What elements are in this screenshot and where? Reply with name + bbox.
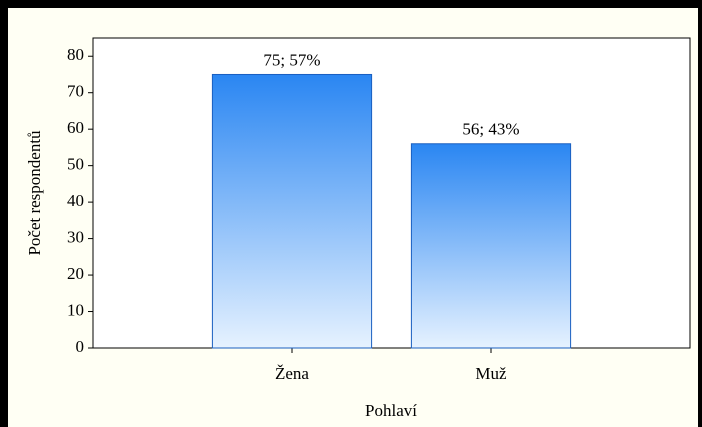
- bar: [211, 73, 373, 349]
- y-tick-label: 20: [67, 264, 84, 283]
- y-tick-label: 30: [67, 227, 84, 246]
- y-tick-label: 70: [67, 82, 84, 101]
- bar: [410, 143, 572, 349]
- y-tick-label: 40: [67, 191, 84, 210]
- x-axis-label: Pohlaví: [365, 401, 417, 420]
- y-tick-label: 10: [67, 300, 84, 319]
- y-tick-label: 80: [67, 45, 84, 64]
- data-label: 75; 57%: [263, 50, 320, 69]
- x-tick-label: Muž: [475, 364, 507, 383]
- y-tick-label: 50: [67, 155, 84, 174]
- y-tick-label: 0: [76, 337, 85, 356]
- y-tick-label: 60: [67, 118, 84, 137]
- data-label: 56; 43%: [462, 120, 519, 139]
- plot-area: [92, 37, 691, 349]
- x-tick-label: Žena: [275, 364, 309, 383]
- y-axis-label: Počet respondentů: [25, 130, 44, 256]
